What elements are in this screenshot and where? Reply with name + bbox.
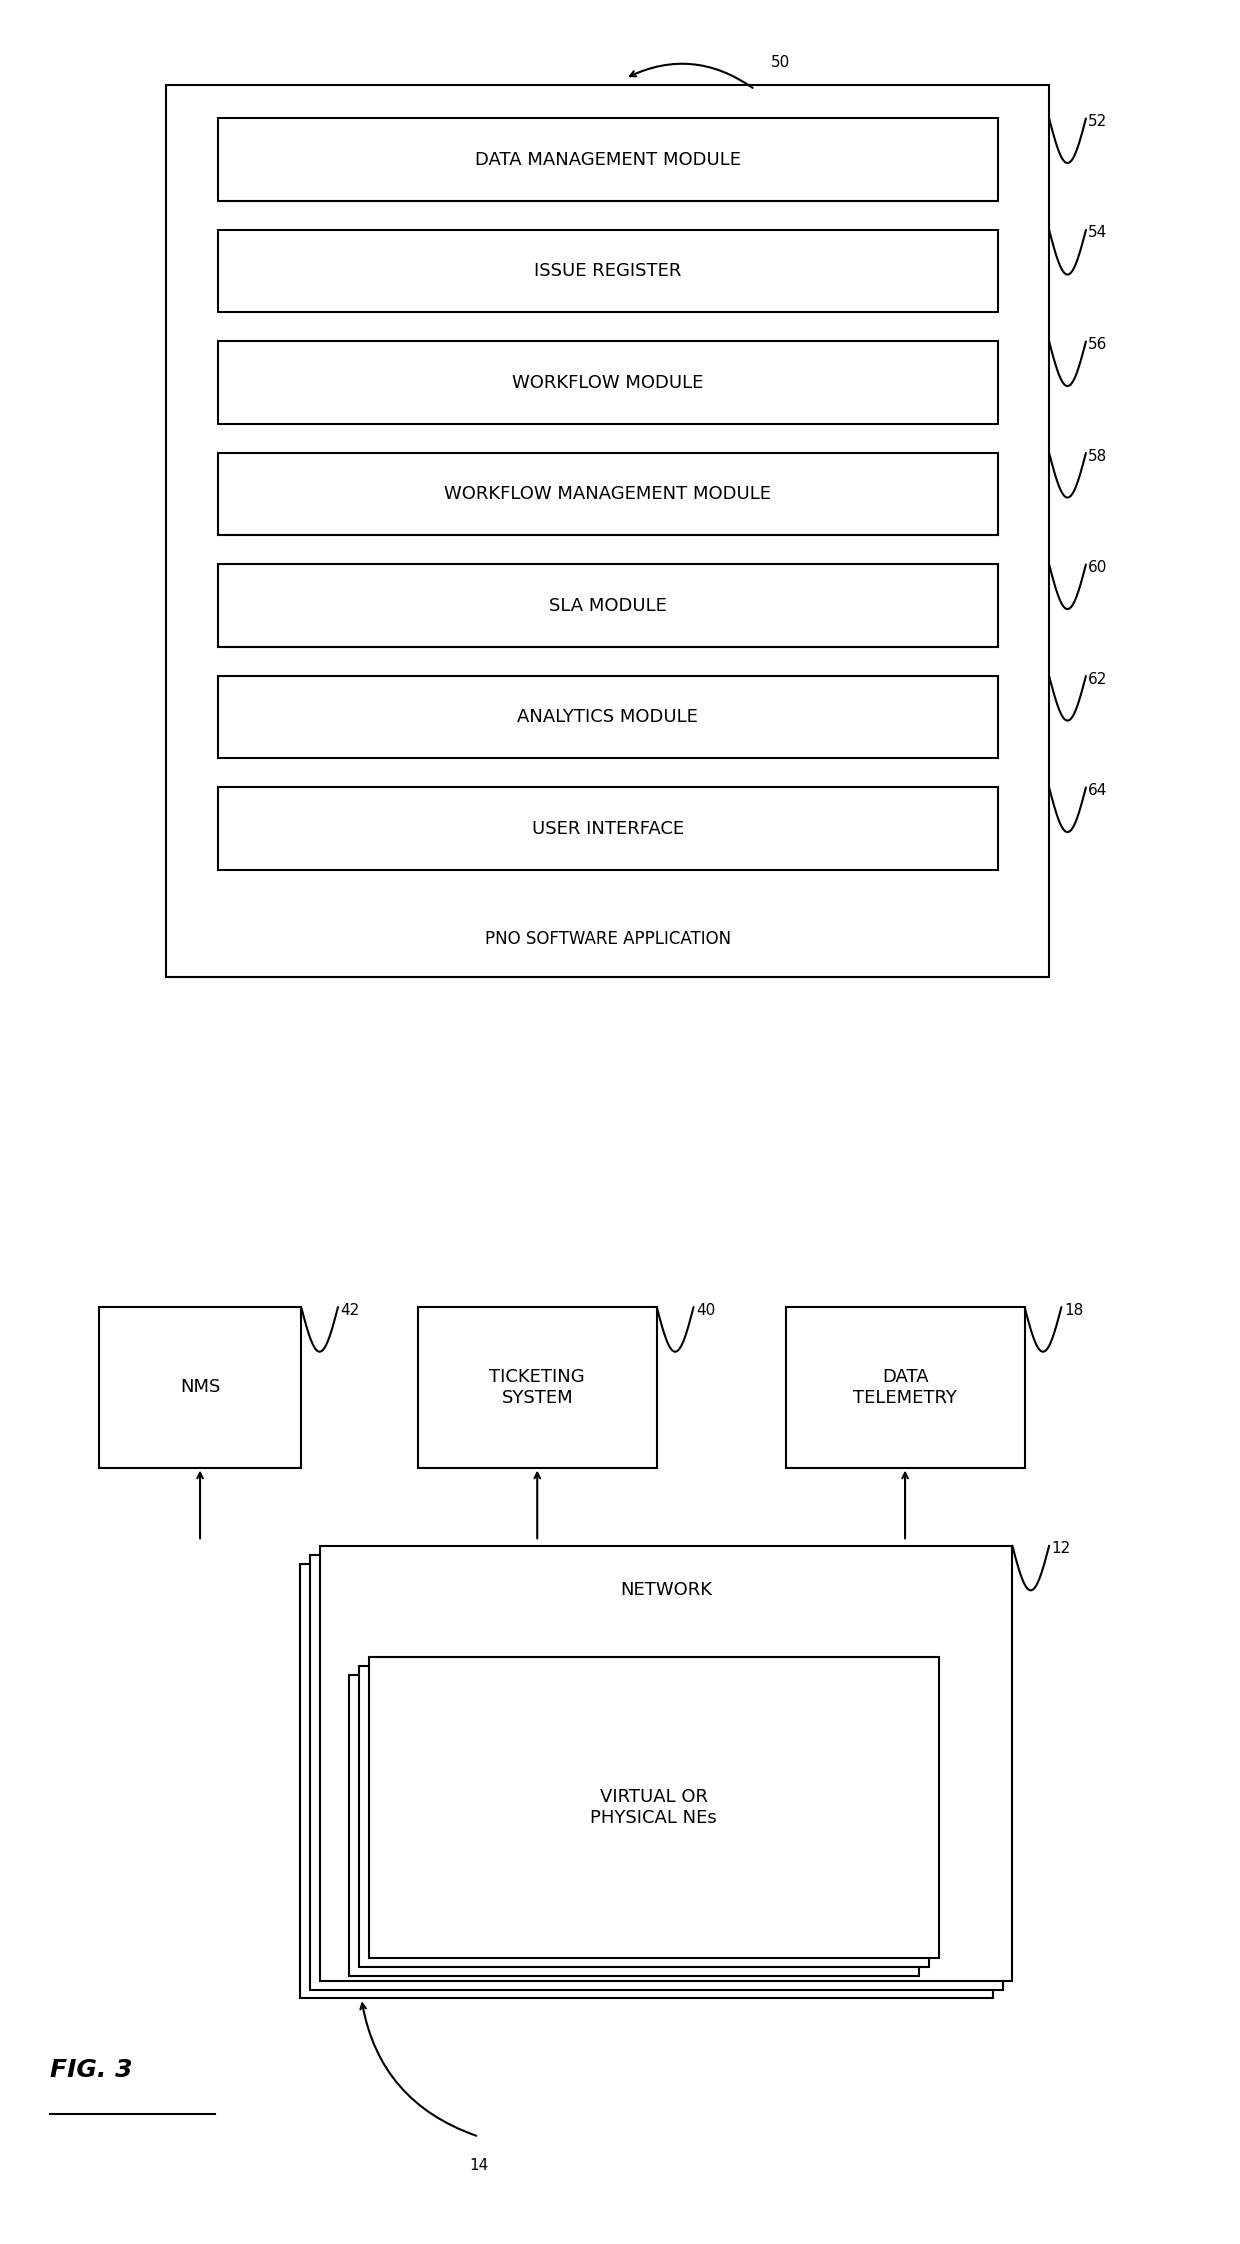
Text: 52: 52: [1089, 114, 1107, 128]
Text: 14: 14: [470, 2159, 489, 2172]
Bar: [348, 1674, 919, 1977]
Bar: [418, 1306, 657, 1468]
Bar: [218, 341, 998, 424]
Text: 62: 62: [1089, 671, 1107, 687]
Bar: [218, 565, 998, 646]
Text: 64: 64: [1089, 783, 1107, 799]
Text: ANALYTICS MODULE: ANALYTICS MODULE: [517, 709, 698, 727]
Text: VIRTUAL OR
PHYSICAL NEs: VIRTUAL OR PHYSICAL NEs: [590, 1788, 717, 1827]
Text: 12: 12: [1052, 1542, 1071, 1557]
Bar: [368, 1658, 939, 1959]
Text: 54: 54: [1089, 224, 1107, 240]
Text: 50: 50: [771, 56, 790, 70]
Bar: [218, 119, 998, 202]
Text: USER INTERFACE: USER INTERFACE: [532, 819, 683, 837]
Text: DATA MANAGEMENT MODULE: DATA MANAGEMENT MODULE: [475, 150, 740, 168]
Bar: [320, 1546, 1012, 1981]
Text: SLA MODULE: SLA MODULE: [549, 597, 667, 615]
Bar: [218, 453, 998, 536]
Bar: [218, 229, 998, 312]
Text: WORKFLOW MANAGEMENT MODULE: WORKFLOW MANAGEMENT MODULE: [444, 485, 771, 503]
Text: NMS: NMS: [180, 1378, 221, 1396]
Bar: [358, 1665, 929, 1968]
Text: WORKFLOW MODULE: WORKFLOW MODULE: [512, 375, 703, 393]
Text: 60: 60: [1089, 561, 1107, 574]
Bar: [99, 1306, 301, 1468]
Bar: [785, 1306, 1024, 1468]
Bar: [218, 675, 998, 758]
Bar: [166, 85, 1049, 976]
Text: DATA
TELEMETRY: DATA TELEMETRY: [853, 1369, 957, 1407]
Text: 42: 42: [341, 1302, 360, 1317]
Bar: [218, 788, 998, 871]
Text: 18: 18: [1064, 1302, 1083, 1317]
Text: FIG. 3: FIG. 3: [50, 2058, 133, 2082]
Text: PNO SOFTWARE APPLICATION: PNO SOFTWARE APPLICATION: [485, 929, 730, 947]
Text: 58: 58: [1089, 449, 1107, 465]
Text: NETWORK: NETWORK: [620, 1582, 712, 1600]
Text: 56: 56: [1089, 337, 1107, 352]
Text: TICKETING
SYSTEM: TICKETING SYSTEM: [490, 1369, 585, 1407]
Bar: [300, 1564, 993, 1999]
Text: ISSUE REGISTER: ISSUE REGISTER: [534, 263, 682, 280]
Bar: [310, 1555, 1003, 1990]
Text: 40: 40: [696, 1302, 715, 1317]
